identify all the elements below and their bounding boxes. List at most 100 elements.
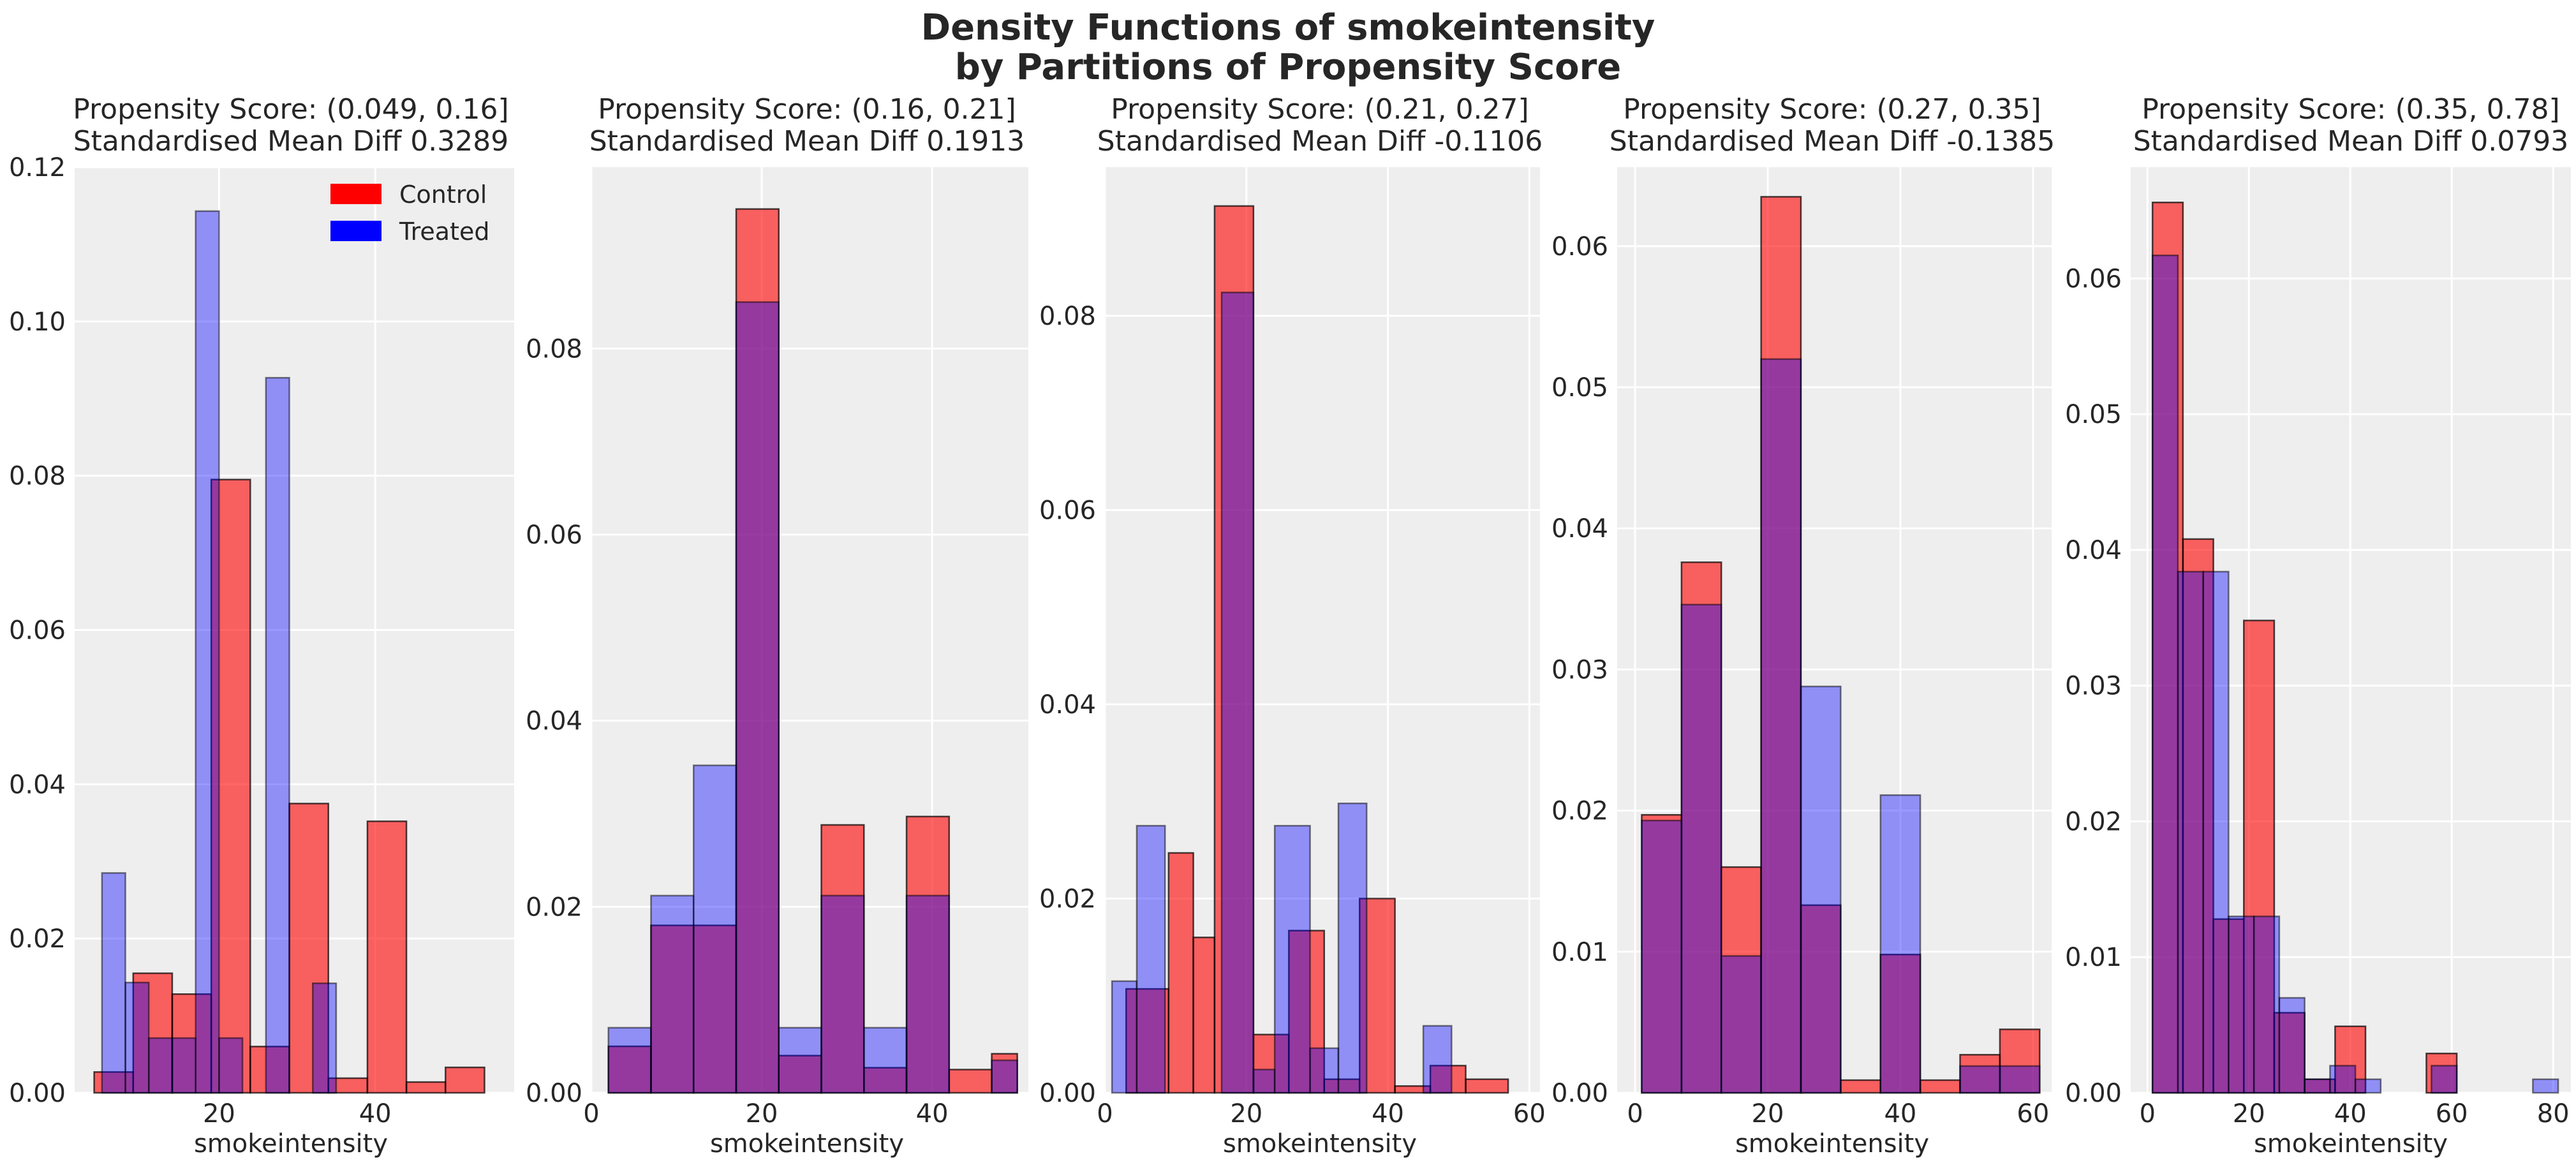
treated-bar (2253, 915, 2281, 1094)
control-bar (445, 1066, 485, 1094)
x-tick-label: 20 (2233, 1099, 2265, 1129)
treated-bar (1720, 955, 1762, 1094)
y-tick-label: 0.04 (1039, 690, 1096, 720)
treated-bar (905, 894, 951, 1094)
control-bar (1192, 937, 1216, 1094)
control-bar (1840, 1079, 1882, 1094)
treated-bar (101, 872, 126, 1094)
panel-title-line1: Propensity Score: (0.27, 0.35] (1623, 93, 2041, 126)
treated-bar (171, 1037, 196, 1094)
y-tick-label: 0.03 (2065, 672, 2122, 701)
treated-bar (2329, 1065, 2357, 1094)
x-tick-label: 40 (1372, 1099, 1404, 1129)
y-tick-label: 0.06 (526, 521, 582, 550)
control-bar (1919, 1079, 1961, 1094)
x-axis-label: smokeintensity (1223, 1129, 1417, 1159)
treated-bar (1641, 819, 1683, 1094)
x-tick-label: 60 (2436, 1099, 2468, 1129)
treated-bar (195, 210, 220, 1094)
control-bar (2334, 1025, 2367, 1094)
treated-bar (2354, 1078, 2382, 1094)
x-tick-label: 0 (583, 1099, 599, 1129)
treated-bar (2431, 1065, 2458, 1094)
control-bar (210, 478, 251, 1094)
panel-3: 0.00 0.02 0.04 0.06 0.08 0 20 40 60 Propensity Sc… (1039, 93, 1546, 1159)
control-bar (1288, 930, 1326, 1094)
y-tick-label: 0.05 (2065, 400, 2122, 429)
y-tick-label: 0.00 (1551, 1079, 1608, 1108)
treated-bar (2177, 570, 2204, 1094)
treated-bar (820, 894, 865, 1094)
treated-bar (2278, 996, 2306, 1094)
y-tick-label: 0.04 (1551, 514, 1608, 544)
treated-bar (1309, 1047, 1340, 1094)
panel-title-line2: Standardised Mean Diff -0.1385 (1610, 125, 2055, 158)
treated-bar (692, 764, 737, 1094)
treated-bar (265, 376, 290, 1094)
control-bar (1358, 898, 1396, 1094)
y-tick-label: 0.00 (526, 1079, 582, 1108)
y-tick-label: 0.12 (9, 153, 66, 182)
y-tick-label: 0.00 (2065, 1079, 2122, 1108)
legend-label-control: Control (399, 181, 487, 209)
control-bar (905, 815, 951, 1094)
x-tick-label: 20 (1230, 1099, 1262, 1129)
control-bar (288, 803, 329, 1094)
treated-bar (124, 981, 150, 1094)
panel-title-line1: Propensity Score: (0.049, 0.16] (73, 93, 508, 126)
y-tick-label: 0.02 (2065, 807, 2122, 836)
legend-swatch-treated (330, 221, 381, 241)
y-tick-label: 0.02 (526, 893, 582, 922)
control-bar (405, 1081, 447, 1094)
panel-title-line1: Propensity Score: (0.35, 0.78] (2142, 93, 2559, 126)
treated-bar (1252, 1069, 1276, 1094)
y-tick-label: 0.08 (9, 462, 66, 491)
control-bar (1680, 561, 1722, 1094)
treated-bar (1760, 358, 1802, 1094)
treated-bar (735, 301, 780, 1094)
y-tick-label: 0.06 (2065, 264, 2122, 293)
treated-bar (1422, 1025, 1453, 1094)
control-bar (2243, 619, 2276, 1094)
panel-5: 0.00 0.01 0.02 0.03 0.04 0.05 0.06 0 20 40 60 80 Pro… (2065, 93, 2571, 1159)
control-bar (93, 1071, 135, 1094)
panel-title-line1: Propensity Score: (0.21, 0.27] (1111, 93, 1529, 126)
treated-bar (1273, 825, 1311, 1094)
treated-bar (1879, 794, 1921, 1094)
panel-4: 0.00 0.01 0.02 0.03 0.04 0.05 0.06 0 20 40 60 Prope… (1551, 93, 2055, 1159)
treated-bar (2151, 255, 2179, 1094)
x-tick-label: 0 (2140, 1099, 2156, 1129)
control-bar (2182, 538, 2214, 1094)
y-tick-label: 0.03 (1551, 655, 1608, 685)
x-tick-label: 20 (746, 1099, 778, 1129)
control-bar (650, 924, 695, 1094)
treated-bar (1220, 292, 1255, 1094)
treated-bar (778, 1026, 822, 1094)
x-axis-label: smokeintensity (710, 1129, 904, 1159)
y-tick-label: 0.08 (1039, 302, 1096, 331)
y-tick-label: 0.02 (1039, 884, 1096, 914)
y-tick-label: 0.08 (526, 334, 582, 364)
x-axis-label: smokeintensity (2254, 1129, 2448, 1159)
treated-bar (863, 1026, 908, 1094)
legend-swatch-control (330, 184, 381, 204)
x-tick-label: 60 (1513, 1099, 1546, 1129)
x-tick-label: 40 (916, 1099, 949, 1129)
panel-1: 0.00 0.02 0.04 0.06 0.08 0.10 0.12 20 40 Control T… (9, 93, 514, 1159)
treated-bar (2532, 1078, 2559, 1094)
panel-title-line1: Propensity Score: (0.16, 0.21] (598, 93, 1016, 126)
treated-bar (312, 982, 337, 1094)
control-bar (1465, 1078, 1509, 1094)
control-bar (863, 1067, 908, 1094)
control-bar (1641, 814, 1683, 1094)
x-tick-label: 60 (2017, 1099, 2049, 1129)
treated-bar (148, 1037, 174, 1094)
y-tick-label: 0.06 (1039, 496, 1096, 525)
y-tick-label: 0.04 (2065, 536, 2122, 565)
treated-bar (991, 1059, 1018, 1094)
y-tick-label: 0.01 (2065, 943, 2122, 972)
y-tick-label: 0.06 (1551, 232, 1608, 262)
x-tick-label: 20 (203, 1099, 235, 1129)
figure-title-line1: Density Functions of smokeintensity (921, 7, 1655, 48)
control-bar (1167, 852, 1194, 1094)
